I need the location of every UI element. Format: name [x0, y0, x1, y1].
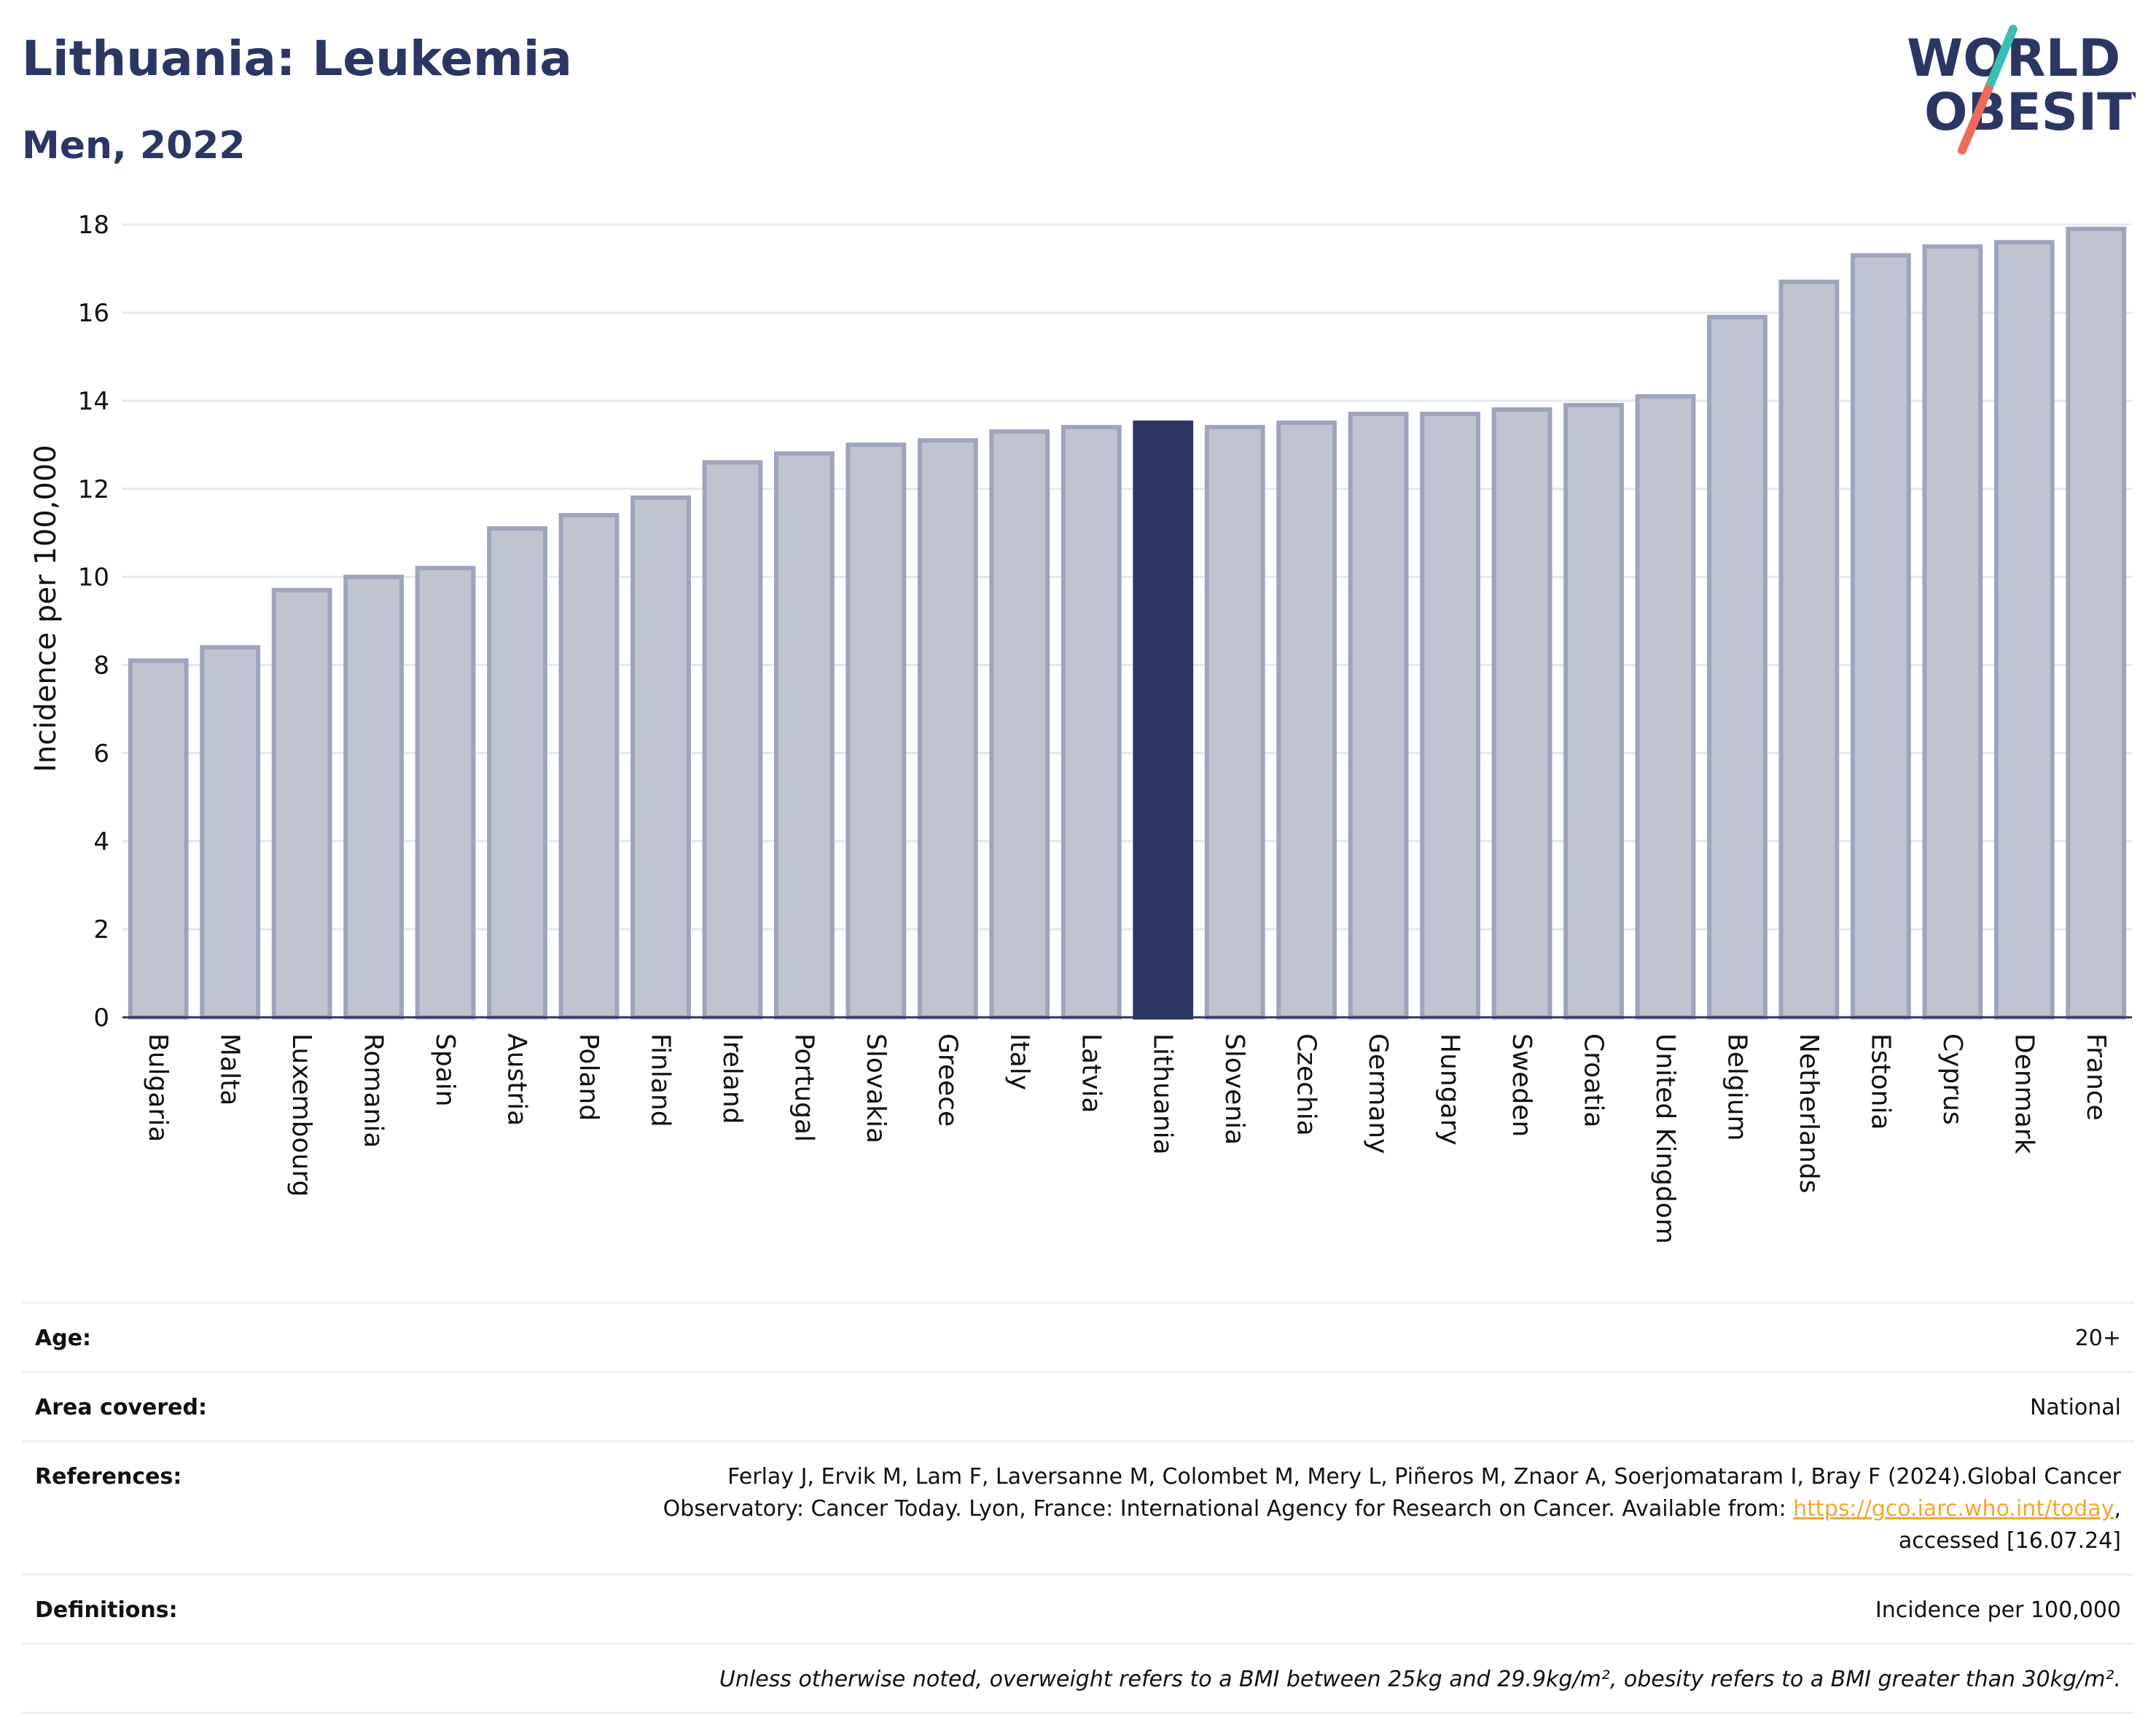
y-tick-label: 16: [78, 299, 109, 328]
y-tick-label: 14: [78, 387, 109, 416]
bar-slovenia: [1204, 425, 1265, 1020]
bar-france: [2066, 227, 2127, 1020]
definitions-value: Incidence per 100,000: [1875, 1597, 2121, 1623]
x-tick-label: United Kingdom: [1650, 1033, 1680, 1244]
y-tick-label: 10: [78, 563, 109, 592]
bar-cyprus: [1922, 244, 1983, 1020]
age-value: 20+: [2074, 1326, 2121, 1351]
x-tick-label: Slovakia: [861, 1033, 891, 1143]
bar-chart: 0 2 4 6 8 10 12 14 16 18 Bulgaria Malta Luxembourg R…: [29, 211, 2132, 1244]
bar-romania: [343, 574, 405, 1020]
x-tick-label: Czechia: [1292, 1033, 1321, 1136]
references-line1: Ferlay J, Ervik M, Lam F, Laversanne M, …: [727, 1464, 2121, 1490]
y-tick-label: 4: [93, 827, 109, 856]
x-tick-label: Poland: [574, 1033, 604, 1121]
y-tick-label: 2: [93, 915, 109, 944]
y-axis-label: Incidence per 100,000: [29, 445, 63, 772]
x-tick-label: Estonia: [1865, 1033, 1895, 1130]
bar-belgium: [1707, 315, 1768, 1020]
bar-germany: [1348, 412, 1409, 1020]
bmi-note: Unless otherwise noted, overweight refer…: [719, 1667, 2121, 1692]
x-tick-label: Greece: [932, 1033, 962, 1127]
bar-slovakia: [845, 442, 907, 1020]
chart-subtitle: Men, 2022: [22, 124, 246, 168]
info-row-references: References: Ferlay J, Ervik M, Lam F, La…: [22, 1440, 2134, 1573]
y-tick-label: 0: [93, 1003, 109, 1033]
x-tick-label: Belgium: [1722, 1033, 1751, 1141]
bar-sweden: [1491, 407, 1552, 1020]
bar-bulgaria: [128, 658, 189, 1020]
info-row-definitions: Definitions: Incidence per 100,000: [22, 1573, 2134, 1643]
x-tick-label: Spain: [430, 1033, 460, 1107]
x-tick-label: Netherlands: [1794, 1033, 1824, 1193]
bar-spain: [415, 566, 476, 1020]
logo-line2: OBESITY: [1924, 82, 2136, 142]
x-tick-label: Finland: [645, 1033, 675, 1127]
bar-ireland: [702, 460, 763, 1020]
x-tick-label: Hungary: [1435, 1033, 1465, 1146]
bar-poland: [558, 513, 620, 1020]
x-tick-label: Cyprus: [1937, 1033, 1967, 1125]
bar-hungary: [1420, 412, 1480, 1020]
x-tick-label: Lithuania: [1148, 1033, 1178, 1155]
info-row-area: Area covered: National: [22, 1371, 2134, 1440]
references-line2: Observatory: Cancer Today. Lyon, France:…: [663, 1496, 1794, 1522]
bars: [128, 227, 2127, 1020]
x-tick-label: Denmark: [2009, 1033, 2039, 1154]
bar-estonia: [1850, 253, 1911, 1020]
bar-latvia: [1061, 425, 1122, 1020]
x-tick-label: Ireland: [717, 1033, 747, 1124]
x-tick-label: Latvia: [1076, 1033, 1106, 1114]
x-tick-label: Austria: [502, 1033, 532, 1126]
definitions-label: Definitions:: [35, 1597, 178, 1623]
x-tick-label: Romania: [359, 1033, 388, 1148]
x-tick-label: Italy: [1004, 1033, 1034, 1090]
y-tick-label: 12: [78, 475, 109, 504]
bar-luxembourg: [271, 587, 332, 1020]
bar-greece: [917, 438, 978, 1020]
bar-portugal: [774, 451, 835, 1020]
bar-united-kingdom: [1635, 394, 1696, 1020]
references-line3: accessed [16.07.24]: [1898, 1528, 2121, 1554]
x-tick-label: Germany: [1363, 1033, 1393, 1154]
bar-italy: [989, 429, 1050, 1020]
x-tick-label: Croatia: [1579, 1033, 1609, 1127]
x-tick-labels: Bulgaria Malta Luxembourg Romania Spain Austr…: [143, 1033, 2111, 1244]
bar-czechia: [1276, 420, 1337, 1020]
bar-denmark: [1993, 240, 2055, 1020]
bar-lithuania: [1133, 420, 1194, 1020]
bar-austria: [487, 526, 547, 1020]
x-tick-label: Bulgaria: [143, 1033, 173, 1142]
references-link[interactable]: https://gco.iarc.who.int/today: [1793, 1496, 2114, 1522]
chart-title: Lithuania: Leukemia: [22, 31, 572, 87]
bar-finland: [630, 495, 691, 1020]
info-row-age: Age: 20+: [22, 1302, 2134, 1371]
references-value: Ferlay J, Ervik M, Lam F, Laversanne M, …: [663, 1461, 2121, 1557]
bar-netherlands: [1778, 279, 1840, 1020]
y-tick-label: 6: [93, 739, 109, 768]
bar-malta: [200, 645, 261, 1020]
area-value: National: [2029, 1395, 2121, 1420]
y-tick-labels: 0 2 4 6 8 10 12 14 16 18: [78, 211, 109, 1033]
y-tick-label: 18: [78, 211, 109, 240]
logo-slash-bottom: [1958, 85, 1993, 154]
x-tick-label: Malta: [215, 1033, 245, 1106]
x-tick-label: Luxembourg: [286, 1033, 316, 1197]
references-label: References:: [35, 1464, 182, 1490]
x-tick-label: Portugal: [789, 1033, 819, 1142]
info-row-note: Unless otherwise noted, overweight refer…: [22, 1643, 2134, 1714]
x-tick-label: Sweden: [1507, 1033, 1536, 1137]
age-label: Age:: [35, 1326, 92, 1351]
area-label: Area covered:: [35, 1395, 207, 1420]
x-tick-label: Slovenia: [1219, 1033, 1249, 1145]
x-tick-label: France: [2081, 1033, 2111, 1121]
world-obesity-logo: WORLD OBESITY: [1907, 25, 2136, 154]
logo-slash-top: [1984, 25, 2018, 93]
bar-croatia: [1563, 402, 1624, 1020]
info-table: Age: 20+ Area covered: National Referenc…: [22, 1302, 2134, 1714]
y-tick-label: 8: [93, 651, 109, 681]
references-line2-end: ,: [2114, 1496, 2121, 1522]
